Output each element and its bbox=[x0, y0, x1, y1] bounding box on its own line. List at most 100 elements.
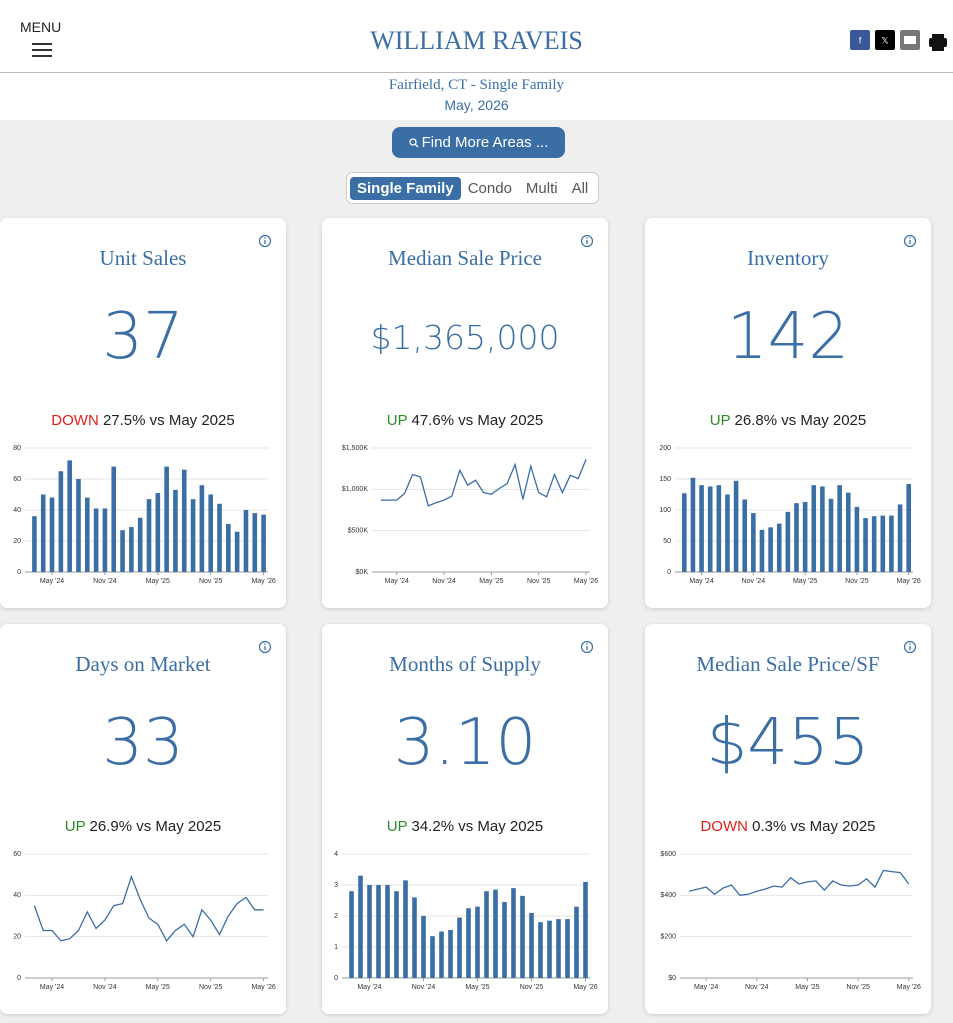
share-icons[interactable]: f 𝕏 bbox=[850, 30, 950, 54]
change-text: 26.9% vs May 2025 bbox=[89, 818, 222, 835]
info-dot bbox=[909, 643, 911, 645]
bar bbox=[520, 895, 525, 978]
line bbox=[689, 869, 910, 896]
bar bbox=[863, 518, 868, 572]
info-dot bbox=[586, 643, 588, 645]
bar bbox=[707, 486, 713, 572]
bar bbox=[367, 885, 372, 978]
bar bbox=[511, 888, 516, 978]
info-icon[interactable] bbox=[258, 640, 272, 654]
bar bbox=[538, 922, 543, 978]
bar bbox=[252, 513, 258, 572]
y-tick-label: 0 bbox=[667, 569, 671, 576]
info-icon[interactable] bbox=[580, 234, 594, 248]
x-tick-label: Nov '25 bbox=[520, 984, 544, 991]
bar bbox=[243, 510, 249, 572]
card-title: Median Sale Price bbox=[388, 246, 542, 270]
y-tick-label: 4 bbox=[334, 851, 338, 858]
search-button[interactable]: Find More Areas ... bbox=[392, 127, 565, 158]
info-dot bbox=[264, 237, 266, 239]
change-text: 34.2% vs May 2025 bbox=[411, 818, 544, 835]
info-circle bbox=[903, 234, 917, 248]
y-tick-label: 150 bbox=[659, 476, 671, 483]
metric-card: Median Sale Price/SF $455 DOWN 0.3% vs May… bbox=[645, 624, 931, 1014]
bar bbox=[67, 460, 72, 572]
bar bbox=[217, 503, 222, 572]
y-tick-label: 200 bbox=[659, 445, 671, 452]
bar bbox=[120, 530, 125, 572]
tab[interactable]: Single Family bbox=[350, 176, 461, 200]
tab[interactable]: Multi bbox=[525, 179, 558, 197]
card-value: $1,365,000 bbox=[370, 318, 560, 357]
x-tick-label: May '25 bbox=[479, 578, 503, 585]
x-tick-label: May '25 bbox=[465, 984, 489, 991]
card-value: 33 bbox=[102, 706, 184, 780]
x-tick-label: Nov '25 bbox=[846, 984, 870, 991]
card-change: UP 47.6% vs May 2025 bbox=[322, 412, 608, 429]
x-tick-label: Nov '25 bbox=[199, 984, 223, 991]
change-direction: UP bbox=[709, 412, 731, 429]
logo[interactable]: WILLIAM RAVEIS bbox=[370, 26, 583, 55]
bar bbox=[751, 513, 756, 572]
info-icon[interactable] bbox=[903, 640, 917, 654]
y-tick-label: 2 bbox=[334, 913, 338, 920]
bar bbox=[76, 479, 81, 572]
line bbox=[380, 458, 587, 507]
x-tick-label: Nov '24 bbox=[432, 578, 456, 585]
bar bbox=[574, 906, 579, 978]
bar bbox=[716, 485, 722, 572]
line bbox=[33, 874, 264, 942]
card-title: Unit Sales bbox=[99, 246, 187, 270]
metric-card: Months of Supply 3.10 UP 34.2% vs May 2025… bbox=[322, 624, 608, 1014]
metric-card: Unit Sales 37 DOWN 27.5% vs May 2025 0 20 40 6… bbox=[0, 218, 286, 608]
search-label: Find More Areas ... bbox=[421, 134, 549, 151]
bar bbox=[40, 494, 46, 572]
bar bbox=[547, 920, 552, 978]
x-tick-label: Nov '24 bbox=[412, 984, 436, 991]
menu-icon[interactable] bbox=[32, 42, 52, 58]
info-circle bbox=[903, 640, 917, 654]
bar bbox=[484, 891, 489, 978]
period: May, 2026 bbox=[444, 97, 509, 113]
bar bbox=[565, 919, 570, 978]
bar bbox=[880, 515, 886, 572]
y-tick-label: $600 bbox=[660, 851, 676, 858]
chart: $0 $200 $400 $600 May '24 Nov '24 May '25 Nov '… bbox=[660, 851, 921, 991]
bar bbox=[155, 492, 161, 572]
divider bbox=[0, 72, 953, 73]
x-tick-label: Nov '25 bbox=[199, 578, 223, 585]
info-icon[interactable] bbox=[903, 234, 917, 248]
svg-text:𝕏: 𝕏 bbox=[881, 35, 888, 45]
tab[interactable]: Condo bbox=[467, 179, 512, 197]
y-tick-label: 80 bbox=[13, 445, 21, 452]
location: Fairfield, CT - Single Family bbox=[388, 77, 565, 93]
bar bbox=[556, 919, 561, 978]
menu-label[interactable]: MENU bbox=[20, 19, 62, 35]
bar bbox=[93, 508, 99, 572]
tab[interactable]: All bbox=[571, 179, 589, 197]
search-icon bbox=[408, 137, 419, 147]
card-title: Inventory bbox=[747, 246, 829, 270]
bar bbox=[199, 485, 205, 572]
info-dot bbox=[909, 237, 911, 239]
info-icon[interactable] bbox=[580, 640, 594, 654]
bar bbox=[529, 912, 534, 978]
x-tick-label: May '24 bbox=[694, 984, 718, 991]
y-tick-label: 40 bbox=[13, 507, 21, 514]
info-circle bbox=[580, 234, 594, 248]
chart: $0K $500K $1,000K $1,500K May '24 Nov '24 May … bbox=[342, 445, 598, 585]
card-title: Median Sale Price/SF bbox=[696, 652, 880, 676]
y-tick-label: 40 bbox=[13, 892, 21, 899]
card-change: UP 26.9% vs May 2025 bbox=[0, 818, 286, 835]
y-tick-label: 20 bbox=[13, 538, 21, 545]
bar bbox=[759, 529, 765, 572]
change-direction: DOWN bbox=[51, 412, 99, 429]
bar bbox=[173, 489, 178, 572]
change-direction: UP bbox=[386, 818, 408, 835]
x-tick-label: Nov '25 bbox=[527, 578, 551, 585]
info-icon[interactable] bbox=[258, 234, 272, 248]
card-value: 37 bbox=[102, 300, 184, 374]
bar bbox=[208, 494, 214, 572]
bar bbox=[190, 499, 196, 572]
x-tick-label: May '26 bbox=[897, 578, 921, 585]
